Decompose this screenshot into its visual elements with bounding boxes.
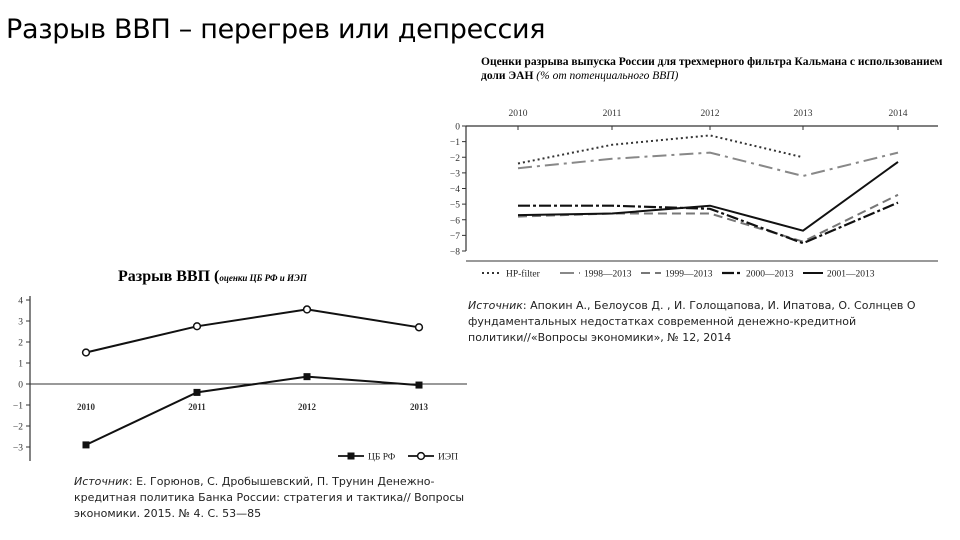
chart2-y-tick-label: 0	[18, 381, 23, 391]
chart2-legend-label: ИЭП	[438, 453, 458, 463]
chart1-x-tick-label: 2013	[794, 109, 813, 119]
chart1-y-tick-label: −1	[450, 138, 460, 148]
chart2-title: Разрыв ВВП (оценки ЦБ РФ и ИЭП	[118, 268, 307, 286]
chart1-series-HP-filter	[517, 134, 804, 165]
chart1-title-main: Оценки разрыва выпуска России для трехме…	[481, 56, 943, 82]
chart1-y-tick-label: −7	[450, 232, 460, 242]
chart1-series-1998—2013	[517, 151, 899, 178]
chart2-series-ИЭП	[85, 308, 420, 354]
output-gap-cbr-iep-chart: 4 3 2 1 0 −1 −2 −3 2010 2011 2012 2013 ЦБ РФ ИЭП	[13, 296, 467, 463]
chart1-series-1999—2013	[517, 193, 899, 243]
chart2-legend-marker	[347, 452, 355, 460]
chart1-x-tick-label: 2011	[603, 109, 622, 119]
chart2-y-tick-label: 3	[18, 318, 23, 328]
chart1-y-tick-label: −6	[450, 216, 460, 226]
chart2-point-square	[82, 441, 90, 449]
chart2-y-tick-label: −3	[13, 444, 23, 454]
chart1-legend-label: 2000—2013	[746, 270, 794, 280]
chart1-y-tick-label: −4	[450, 185, 460, 195]
chart2-legend-marker	[416, 451, 426, 461]
source-1-text: : Апокин А., Белоусов Д. , И. Голощапова…	[468, 299, 916, 344]
chart1-title-note: (% от потенциального ВВП)	[536, 70, 679, 82]
slide-title: Разрыв ВВП – перегрев или депрессия	[6, 14, 546, 45]
chart1-x-tick-label: 2012	[701, 109, 720, 119]
source-2-text: : Е. Горюнов, С. Дробышевский, П. Трунин…	[74, 475, 465, 520]
chart1-x-tick-label: 2010	[509, 109, 528, 119]
chart2-point-square	[193, 388, 201, 396]
chart1-legend-label: 1999—2013	[665, 270, 713, 280]
chart2-x-tick-label: 2013	[410, 402, 429, 412]
chart2-title-note: оценки ЦБ РФ и ИЭП	[219, 273, 307, 283]
chart1-series-2001—2013	[517, 161, 899, 232]
chart2-x-tick-label: 2011	[188, 402, 206, 412]
chart2-x-tick-label: 2012	[298, 402, 317, 412]
source-2: Источник: Е. Горюнов, С. Дробышевский, П…	[74, 474, 479, 522]
chart1-x-tick-label: 2014	[889, 109, 908, 119]
chart2-y-tick-label: 2	[18, 339, 23, 349]
chart2-x-tick-label: 2010	[77, 402, 96, 412]
output-gap-kalman-chart: 0 −1 −2 −3 −4 −5 −6 −7 −8 2010 2011 2012 2013 2014 HP-…	[450, 109, 938, 280]
chart2-y-tick-label: −2	[13, 423, 23, 433]
chart1-y-tick-label: −2	[450, 154, 460, 164]
chart1-y-tick-label: 0	[455, 123, 460, 133]
chart1-legend-label: 1998—2013	[584, 270, 632, 280]
chart1-legend-label: 2001—2013	[827, 270, 875, 280]
source-1: Источник: Апокин А., Белоусов Д. , И. Го…	[468, 298, 958, 346]
chart2-point-square	[415, 381, 423, 389]
chart2-point-circle	[302, 305, 312, 314]
chart2-series-ЦБ РФ	[85, 375, 420, 446]
chart2-y-tick-label: −1	[13, 402, 23, 412]
chart1-legend-label: HP-filter	[506, 269, 541, 280]
chart2-y-tick-label: 1	[18, 360, 23, 370]
chart1-title: Оценки разрыва выпуска России для трехме…	[481, 55, 951, 83]
chart1-y-tick-label: −3	[450, 169, 460, 179]
chart2-y-tick-label: 4	[18, 297, 23, 307]
source-2-label: Источник	[74, 475, 129, 488]
source-1-label: Источник	[468, 299, 523, 312]
chart2-point-circle	[81, 348, 91, 357]
chart1-series-2000—2013	[518, 201, 899, 245]
chart2-point-square	[303, 373, 311, 381]
chart1-y-tick-label: −5	[450, 201, 460, 211]
chart2-point-circle	[192, 322, 202, 331]
chart2-legend-label: ЦБ РФ	[368, 453, 396, 463]
chart2-title-main: Разрыв ВВП (	[118, 268, 220, 285]
chart1-y-tick-label: −8	[450, 248, 460, 258]
chart2-point-circle	[414, 323, 424, 332]
